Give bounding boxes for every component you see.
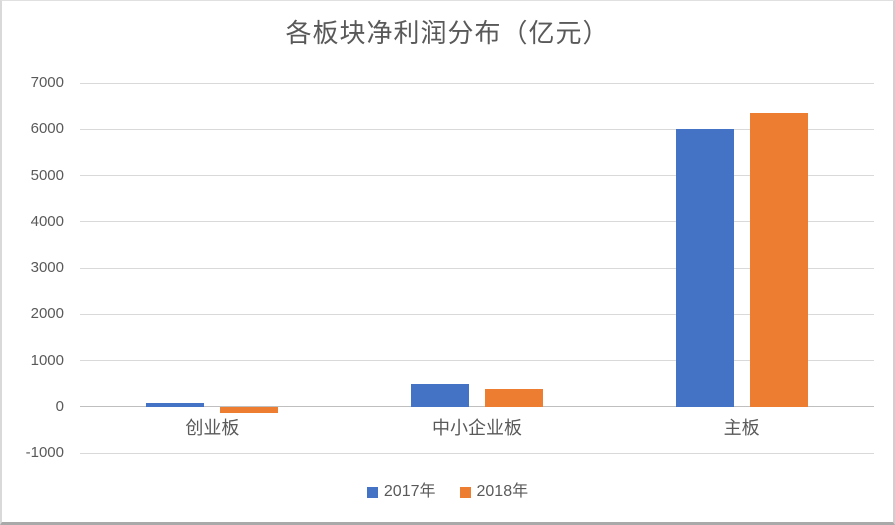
gridline [80,82,874,84]
bar-2018年-创业板 [220,406,279,414]
plot-area [80,82,874,454]
bar-2017年-主板 [675,129,734,407]
gridline [80,128,874,130]
bar-2018年-中小企业板 [485,388,543,407]
y-axis-tick-6000: 6000 [30,120,64,138]
legend: 2017年 2018年 [2,484,893,500]
chart-title: 各板块净利润分布（亿元） [285,18,610,48]
legend-label: 2018年 [476,483,529,500]
gridline [80,452,874,454]
y-axis-tick--1000: -1000 [25,444,64,461]
gridline [80,313,874,315]
zero-axis-line [80,406,874,408]
legend-item-2017年: 2017年 [366,483,436,500]
x-axis-category-主板: 主板 [723,418,760,438]
bar-2018年-主板 [749,112,808,407]
bar-2017年-创业板 [146,403,205,407]
y-axis-tick-3000: 3000 [30,259,64,276]
y-axis-tick-4000: 4000 [30,212,64,230]
gridline [80,360,874,361]
legend-item-2018年: 2018年 [459,483,529,500]
legend-label: 2017年 [383,483,436,500]
x-axis-category-创业板: 创业板 [185,418,240,438]
legend-swatch-icon [459,486,471,498]
y-axis-tick-0: 0 [55,397,64,415]
y-axis-tick-2000: 2000 [30,305,64,323]
x-axis-category-中小企业板: 中小企业板 [432,418,522,438]
legend-swatch-icon [366,486,378,498]
bar-2017年-中小企业板 [411,383,469,407]
gridline [80,175,874,176]
gridline [80,221,874,223]
y-axis-tick-5000: 5000 [30,166,64,184]
y-axis-tick-1000: 1000 [30,351,64,369]
gridline [80,267,874,269]
y-axis-tick-7000: 7000 [30,74,64,91]
